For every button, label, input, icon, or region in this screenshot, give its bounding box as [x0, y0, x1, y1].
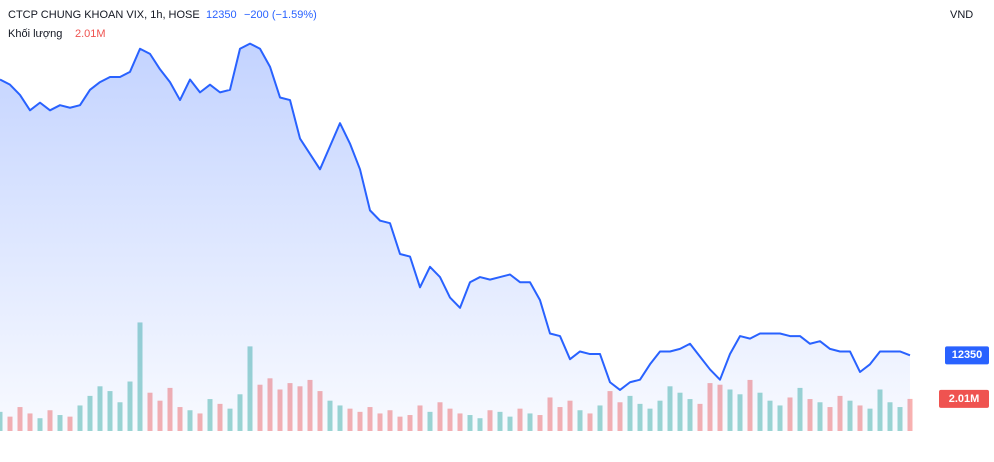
last-volume-box: [939, 389, 989, 408]
chart-title: CTCP CHUNG KHOAN VIX, 1h, HOSE: [8, 9, 200, 21]
last-price: 12350: [206, 9, 237, 21]
volume-legend: Khối lượng: [8, 28, 62, 40]
last-price-box: [945, 346, 989, 365]
last-price-label: 12350: [952, 349, 983, 361]
volume-last: 2.01M: [75, 28, 106, 40]
price-line: [0, 42, 911, 391]
price-area: [0, 43, 910, 431]
y-axis-unit: VND: [950, 9, 973, 21]
last-volume-label: 2.01M: [949, 393, 980, 405]
price-change: −200 (−1.59%): [244, 9, 317, 21]
